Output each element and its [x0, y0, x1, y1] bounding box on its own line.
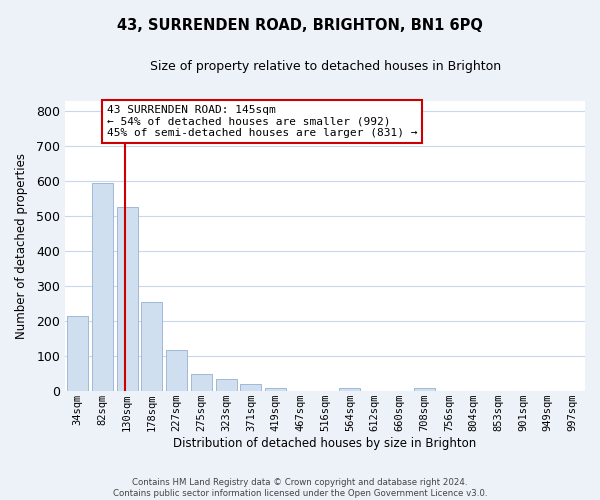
Bar	[92, 183, 113, 391]
Bar	[142, 302, 163, 391]
Text: 43, SURRENDEN ROAD, BRIGHTON, BN1 6PQ: 43, SURRENDEN ROAD, BRIGHTON, BN1 6PQ	[117, 18, 483, 32]
Title: Size of property relative to detached houses in Brighton: Size of property relative to detached ho…	[149, 60, 500, 73]
Bar	[166, 350, 187, 391]
X-axis label: Distribution of detached houses by size in Brighton: Distribution of detached houses by size …	[173, 437, 477, 450]
Bar	[265, 388, 286, 391]
Bar	[340, 388, 361, 391]
Bar	[215, 379, 236, 391]
Bar	[241, 384, 262, 391]
Y-axis label: Number of detached properties: Number of detached properties	[15, 153, 28, 339]
Text: 43 SURRENDEN ROAD: 145sqm
← 54% of detached houses are smaller (992)
45% of semi: 43 SURRENDEN ROAD: 145sqm ← 54% of detac…	[107, 105, 417, 138]
Bar	[67, 316, 88, 391]
Bar	[116, 208, 137, 391]
Bar	[413, 388, 434, 391]
Bar	[191, 374, 212, 391]
Text: Contains HM Land Registry data © Crown copyright and database right 2024.
Contai: Contains HM Land Registry data © Crown c…	[113, 478, 487, 498]
